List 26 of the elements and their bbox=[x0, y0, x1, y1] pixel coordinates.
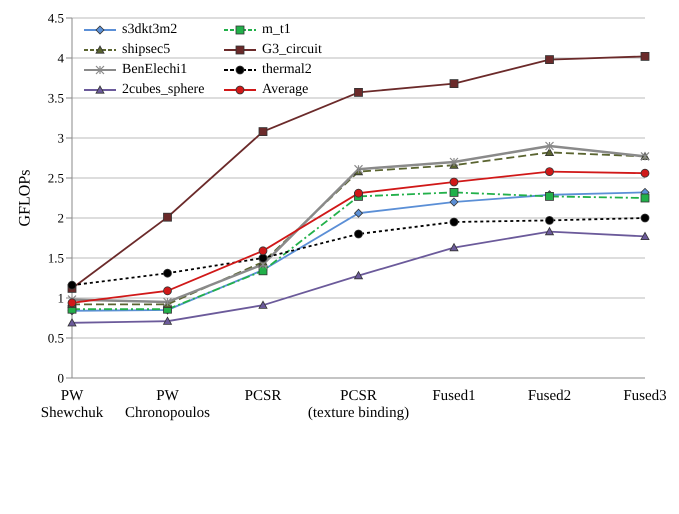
x-tick-label: PCSR bbox=[244, 388, 282, 404]
x-tick-label: Fused3 bbox=[623, 388, 667, 404]
legend-label: Average bbox=[262, 82, 308, 98]
y-tick-label: 1.5 bbox=[48, 250, 64, 266]
x-tick-label: PW Shewchuk bbox=[40, 388, 104, 421]
y-tick-label: 4.5 bbox=[48, 10, 64, 26]
y-tick-label: 0 bbox=[58, 370, 64, 386]
y-tick-label: 2 bbox=[58, 210, 64, 226]
y-tick-label: 3 bbox=[58, 130, 64, 146]
legend-label: s3dkt3m2 bbox=[122, 22, 178, 38]
legend-label: m_t1 bbox=[262, 22, 291, 38]
x-tick-label: PCSR (texture binding) bbox=[308, 388, 410, 421]
x-tick-label: PW Chronopoulos bbox=[124, 388, 210, 421]
y-tick-label: 1 bbox=[58, 290, 64, 306]
y-axis-title: GFLOPs bbox=[16, 170, 34, 226]
y-tick-label: 0.5 bbox=[48, 330, 64, 346]
legend-label: thermal2 bbox=[262, 62, 312, 78]
legend-label: BenElechi1 bbox=[122, 62, 188, 78]
y-tick-label: 2.5 bbox=[48, 170, 64, 186]
x-tick-label: Fused1 bbox=[432, 388, 476, 404]
legend-label: G3_circuit bbox=[262, 42, 322, 58]
x-tick-label: Fused2 bbox=[528, 388, 572, 404]
y-tick-label: 4 bbox=[58, 50, 64, 66]
legend-label: shipsec5 bbox=[122, 42, 170, 58]
legend-label: 2cubes_sphere bbox=[122, 82, 204, 98]
y-tick-label: 3.5 bbox=[48, 90, 64, 106]
